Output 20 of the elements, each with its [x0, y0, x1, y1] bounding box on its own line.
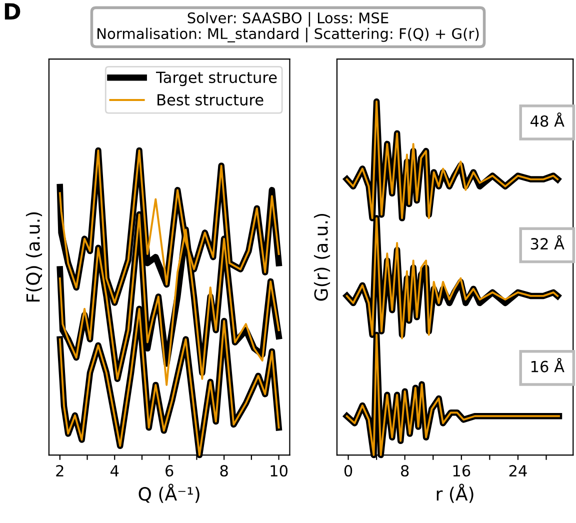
x-tick-label: 4: [110, 465, 119, 476]
annotation: 32 Å: [530, 235, 564, 250]
annotation: 16 Å: [531, 358, 564, 372]
x-tick-label: 16: [453, 465, 470, 477]
legend-label: Target structure: [156, 72, 277, 86]
legend-label: Best structure: [158, 94, 264, 106]
x-tick-label: 0: [344, 465, 352, 477]
text: D: [4, 3, 20, 20]
y-axis-title: G(r) (a.u.): [314, 214, 330, 301]
annotation: 48 Å: [530, 112, 564, 127]
x-tick-label: 24: [509, 465, 527, 476]
x-tick-label: 10: [270, 465, 288, 477]
y-axis-title: F(Q) (a.u.): [26, 212, 42, 302]
x-tick-label: 8: [220, 465, 228, 477]
x-tick-label: 2: [56, 465, 64, 476]
x-axis-title: Q (Å⁻¹): [138, 484, 200, 503]
x-axis-title: r (Å): [436, 484, 474, 503]
x-tick-label: 6: [166, 465, 174, 477]
chart-title: Solver: SAASBO | Loss: MSE Normalisation: ML_standard | Scattering: F(Q) + G(r): [98, 12, 479, 42]
x-tick-label: 8: [401, 465, 409, 477]
